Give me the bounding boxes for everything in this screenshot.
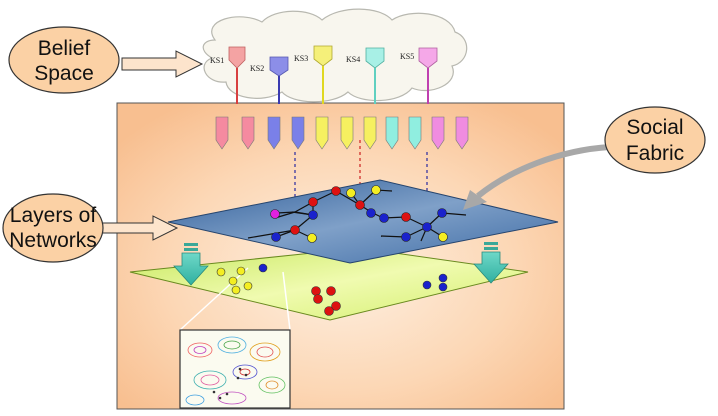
belief-space-cloud (202, 8, 468, 103)
knowledge-source-ks4: KS4 (346, 47, 385, 69)
knowledge-source-ks2: KS2 (250, 56, 289, 77)
ks-connector-lines (236, 66, 429, 104)
belief-space-arrow (121, 50, 204, 78)
down-arrow-right (473, 242, 509, 284)
knowledge-source-ks3: KS3 (294, 45, 333, 67)
network-plane (167, 179, 559, 264)
ks5-label: KS5 (400, 52, 414, 61)
layers-of-networks-callout: Layers of Networks (2, 193, 104, 263)
ks3-label: KS3 (294, 54, 308, 63)
landscape-inset (179, 329, 291, 409)
belief-space-label-line2: Space (34, 62, 94, 85)
population-plane (129, 247, 529, 321)
social-fabric-callout: Social Fabric (604, 106, 706, 174)
social-fabric-label-line2: Fabric (626, 142, 684, 165)
social-fabric-arrow (463, 144, 611, 210)
knowledge-source-ks1: KS1 (210, 46, 246, 69)
knowledge-source-ks5: KS5 (400, 47, 438, 69)
social-fabric-label-line1: Social (626, 116, 683, 139)
down-arrow-left (173, 243, 209, 286)
ks4-label: KS4 (346, 55, 360, 64)
population-agents (216, 263, 448, 316)
ks2-label: KS2 (250, 64, 264, 73)
belief-space-callout: Belief Space (8, 26, 120, 94)
ks1-label: KS1 (210, 56, 224, 65)
layers-arrow (99, 215, 179, 241)
network-nodes (270, 185, 448, 243)
influence-arrows (215, 116, 469, 150)
layers-label-line1: Layers of (10, 204, 97, 227)
layers-label-line2: Networks (9, 229, 97, 252)
belief-space-label-line1: Belief (38, 37, 91, 60)
zoom-lines (179, 267, 291, 331)
